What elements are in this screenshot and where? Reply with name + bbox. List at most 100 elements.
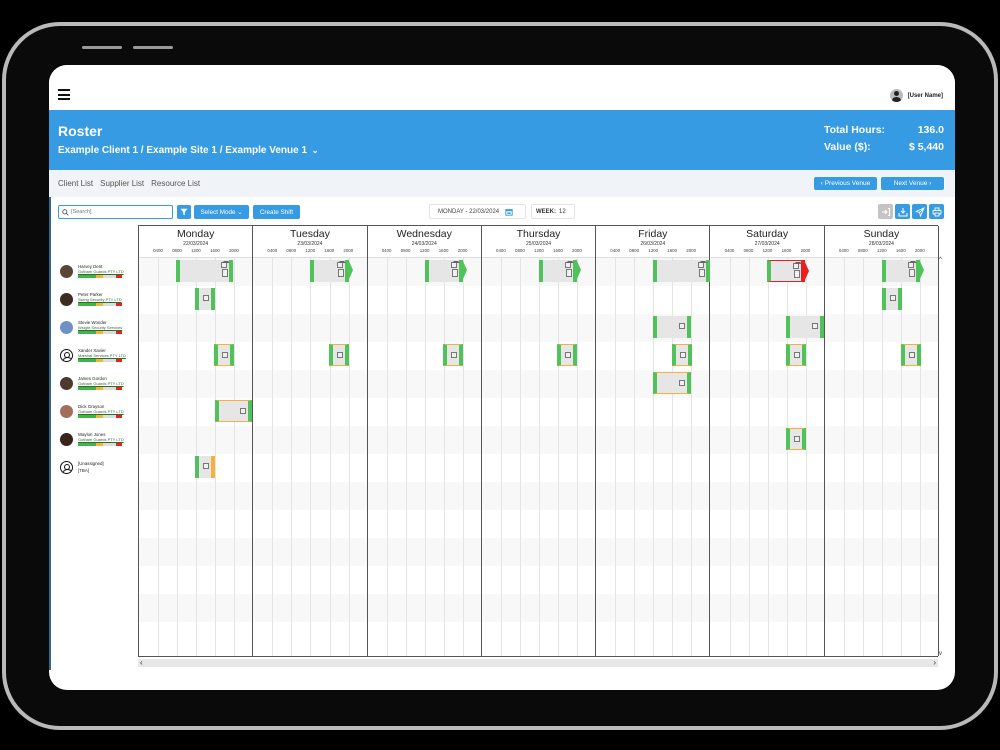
week-number: 12 — [559, 208, 566, 215]
staff-name: Dick Grayson — [78, 403, 105, 409]
shift-block[interactable] — [214, 344, 234, 366]
hour-gridline — [215, 258, 217, 656]
shift-block[interactable] — [539, 259, 581, 282]
venue-breadcrumb-dropdown[interactable]: Example Client 1 / Example Site 1 / Exam… — [58, 145, 318, 156]
shift-block[interactable] — [786, 344, 806, 366]
day-name: Friday — [638, 228, 668, 240]
shift-block-alert[interactable] — [767, 260, 809, 282]
avatar — [60, 320, 73, 334]
search-icon — [62, 208, 69, 216]
sign-in-icon — [881, 207, 890, 216]
hour-gridline — [310, 258, 312, 656]
shift-block[interactable] — [176, 260, 233, 282]
next-venue-button[interactable]: Next Venue › — [881, 177, 944, 190]
hour-gridline — [405, 258, 407, 656]
time-ticks: 0400 0800 1200 1600 2000 — [381, 248, 468, 253]
hour-gridline — [862, 258, 864, 656]
day-column-friday: Friday 26/03/2024 0400 0800 1200 1600 2000 — [596, 226, 711, 656]
hours-bar — [78, 274, 122, 279]
hamburger-icon[interactable] — [58, 89, 70, 100]
client-list-link[interactable]: Client List — [58, 179, 94, 188]
shift-block[interactable] — [310, 259, 353, 282]
hour-gridline — [539, 258, 541, 656]
shift-block[interactable] — [882, 288, 902, 310]
shift-block[interactable] — [215, 400, 252, 422]
send-button[interactable] — [912, 204, 927, 219]
hour-gridline — [615, 258, 617, 656]
staff-row[interactable]: Xander Xavier Marshal Services PTY LTD — [49, 341, 138, 369]
shift-block[interactable] — [557, 344, 577, 366]
shift-block-unassigned[interactable] — [195, 456, 215, 478]
shift-block[interactable] — [653, 316, 691, 338]
shift-block[interactable] — [786, 428, 806, 450]
shift-block[interactable] — [672, 344, 692, 366]
shift-block[interactable] — [329, 344, 349, 366]
shift-block[interactable] — [882, 259, 924, 282]
day-column-thursday: Thursday 25/03/2024 0400 0800 1200 1600 2000 — [481, 226, 597, 656]
total-hours-value: 136.0 — [917, 124, 944, 136]
scroll-up-arrow[interactable]: ^ — [939, 257, 942, 263]
hour-gridline — [500, 258, 502, 656]
search-field[interactable] — [58, 205, 173, 219]
shift-block[interactable] — [901, 344, 921, 366]
staff-row[interactable]: Waylon Jones Gotham Guards PTY LTD — [49, 425, 138, 453]
shift-block[interactable] — [653, 260, 710, 282]
scroll-right-arrow[interactable]: › — [933, 658, 936, 667]
hour-gridline — [691, 258, 693, 656]
shift-status-icon — [203, 295, 209, 301]
create-shift-button[interactable]: Create Shift — [253, 205, 300, 219]
resource-list-link[interactable]: Resource List — [151, 179, 201, 188]
sign-in-button[interactable] — [878, 204, 893, 219]
day-date: 27/03/2024 — [754, 241, 780, 247]
user-avatar-icon — [889, 89, 903, 102]
shift-block[interactable] — [443, 344, 463, 366]
total-hours-label: Total Hours: — [824, 124, 886, 136]
shift-status-icon — [337, 352, 343, 358]
app-screen: [User Name] Roster Example Client 1 / Ex… — [49, 65, 955, 690]
shift-block[interactable] — [653, 372, 691, 394]
vertical-scrollbar[interactable]: ^ v — [938, 257, 946, 657]
breadcrumb-text: Example Client 1 / Example Site 1 / Exam… — [58, 145, 307, 156]
hour-gridline — [177, 258, 179, 656]
avatar — [60, 432, 73, 446]
scroll-left-arrow[interactable]: ‹ — [140, 658, 143, 667]
hour-gridline — [786, 258, 788, 656]
filter-button[interactable] — [177, 205, 191, 219]
staff-name: Xander Xavier — [78, 347, 106, 353]
previous-venue-button[interactable]: ‹ Previous Venue — [814, 177, 877, 190]
staff-row[interactable]: Dick Grayson Gotham Guards PTY LTD — [49, 397, 138, 425]
avatar — [60, 376, 73, 390]
download-button[interactable] — [895, 204, 910, 219]
scroll-down-arrow[interactable]: v — [939, 651, 942, 657]
staff-row[interactable]: James Gordon Gotham Guards PTY LTD — [49, 369, 138, 397]
roster-grid: Harvey Dent Gotham Guards PTY LTD Peter P… — [49, 225, 955, 667]
shift-block[interactable] — [195, 288, 215, 310]
hour-gridline — [443, 258, 445, 656]
search-input[interactable] — [71, 209, 171, 215]
staff-row[interactable]: Stevie Wonder Wsight Security Services — [49, 313, 138, 341]
staff-row-unassigned[interactable]: [Unassigned] [TBA] — [49, 453, 138, 481]
date-picker[interactable]: MONDAY - 22/03/2024 — [429, 204, 526, 219]
shift-status-icon — [679, 323, 685, 329]
horizontal-scrollbar[interactable]: ‹ › — [138, 658, 938, 667]
day-date: 23/03/2024 — [297, 241, 323, 247]
row-stripe — [139, 594, 938, 622]
shift-block[interactable] — [786, 316, 824, 338]
user-menu[interactable]: [User Name] — [889, 89, 943, 102]
staff-row[interactable]: Peter Parker Swing Security PTY LTD — [49, 285, 138, 313]
staff-row[interactable]: Harvey Dent Gotham Guards PTY LTD — [49, 257, 138, 285]
day-name: Monday — [176, 228, 215, 240]
filter-icon — [180, 208, 188, 216]
select-mode-dropdown[interactable]: Select Mode ⌄ — [194, 205, 249, 219]
time-ticks: 0400 0800 1200 1600 2000 — [153, 248, 239, 253]
avatar — [60, 264, 73, 278]
hour-gridline — [424, 258, 426, 656]
supplier-list-link[interactable]: Supplier List — [100, 179, 145, 188]
day-date: 22/03/2024 — [183, 241, 209, 247]
shift-block[interactable] — [425, 259, 467, 282]
toolbar: Select Mode ⌄ Create Shift MONDAY - 22/0… — [49, 200, 955, 222]
print-button[interactable] — [929, 204, 944, 219]
hours-bar — [78, 442, 122, 447]
row-stripe — [139, 482, 938, 510]
shift-status-icon — [451, 352, 457, 358]
